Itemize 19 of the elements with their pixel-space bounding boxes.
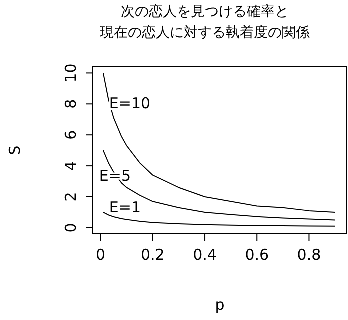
- x-tick-label: 0.2: [140, 246, 165, 264]
- x-axis-title: p: [215, 296, 225, 314]
- x-tick-label: 0: [96, 246, 106, 264]
- y-tick-label: 2: [62, 192, 80, 202]
- y-axis-title: S: [6, 146, 24, 156]
- y-tick-label: 4: [62, 161, 80, 171]
- series-label: E=10: [109, 94, 151, 112]
- line-series: [102, 72, 336, 213]
- series-label: E=1: [109, 198, 142, 217]
- y-tick-label: 8: [62, 99, 80, 109]
- x-tick-label: 0.4: [193, 246, 217, 264]
- chart-title: 次の恋人を見つける確率と現在の恋人に対する執着度の関係: [100, 4, 310, 41]
- x-tick-label: 0.8: [297, 246, 322, 264]
- y-tick-label: 0: [62, 223, 80, 233]
- x-tick-label: 0.6: [245, 246, 270, 264]
- line-series: [102, 150, 336, 221]
- line-series: [102, 212, 336, 227]
- y-tick-label: 6: [62, 130, 80, 140]
- y-tick-label: 10: [62, 64, 80, 83]
